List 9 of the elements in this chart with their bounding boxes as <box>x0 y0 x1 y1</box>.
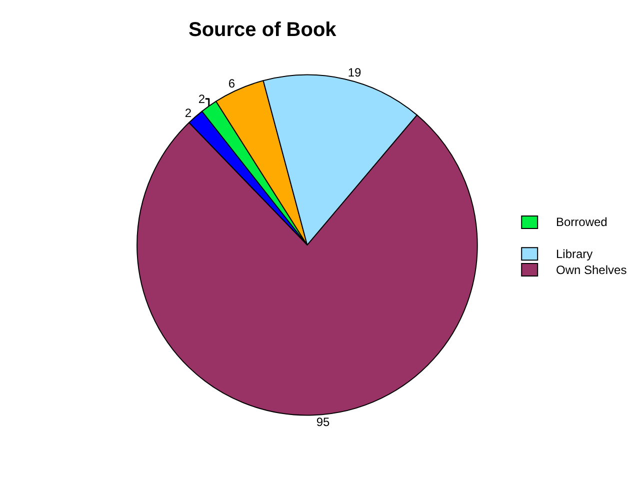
data-label: 2 <box>184 106 192 120</box>
legend-label: Borrowed <box>556 215 608 229</box>
legend-label: Own Shelves <box>556 263 627 277</box>
data-label: 19 <box>348 65 362 80</box>
chart-title: Source of Book <box>188 18 338 41</box>
legend-label: Library <box>556 247 593 261</box>
data-label: 95 <box>316 415 330 430</box>
data-label: 2 <box>198 92 206 106</box>
data-label: 6 <box>228 76 236 90</box>
